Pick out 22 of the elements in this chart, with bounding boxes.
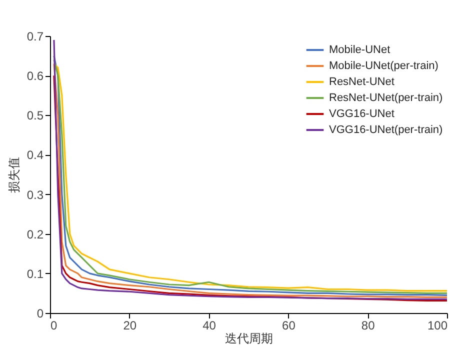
x-tick-label: 40 bbox=[202, 318, 216, 332]
y-tick-label: 0.5 bbox=[26, 108, 44, 123]
x-tick-label: 0 bbox=[50, 318, 58, 332]
y-tick-label: 0.7 bbox=[26, 30, 44, 44]
y-tick-label: 0.1 bbox=[26, 266, 44, 281]
y-tick-label: 0.4 bbox=[26, 148, 44, 162]
legend-label: ResNet-UNet(per-train) bbox=[329, 92, 443, 104]
legend-label: Mobile-UNet(per-train) bbox=[329, 60, 438, 72]
y-tick-label: 0.3 bbox=[26, 188, 44, 202]
legend-label: VGG16-UNet bbox=[329, 108, 394, 120]
y-tick-label: 0 bbox=[36, 306, 44, 320]
x-tick-label: 100 bbox=[427, 318, 448, 332]
x-tick-label: 60 bbox=[282, 318, 296, 332]
y-axis-title: 损失值 bbox=[6, 157, 21, 193]
y-tick-label: 0.2 bbox=[26, 227, 44, 242]
x-tick-label: 80 bbox=[361, 318, 376, 332]
x-axis-title: 迭代周期 bbox=[225, 332, 273, 346]
legend-label: ResNet-UNet bbox=[329, 76, 394, 88]
legend-label: VGG16-UNet(per-train) bbox=[329, 124, 443, 136]
x-tick-label: 20 bbox=[123, 318, 137, 332]
legend-label: Mobile-UNet bbox=[329, 44, 390, 56]
y-tick-label: 0.6 bbox=[26, 69, 44, 84]
